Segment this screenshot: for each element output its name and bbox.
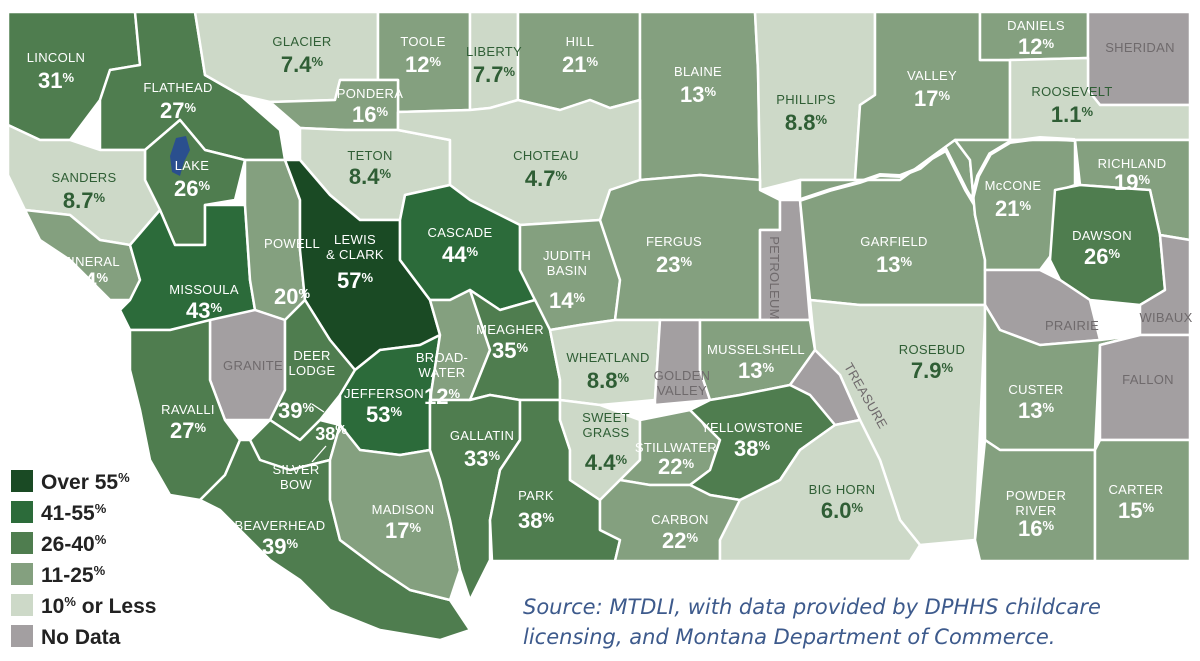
water-features (170, 135, 1076, 206)
county-label-lewisclark: LEWIS (334, 232, 376, 247)
county-label-missoula: MISSOULA (169, 282, 239, 297)
county-value-ravalli: 27% (170, 418, 206, 443)
county-label-deerlodge-1: LODGE (288, 363, 335, 378)
county-label-flathead: FLATHEAD (143, 80, 212, 95)
county-label-glacier: GLACIER (272, 34, 331, 49)
county-label-lake: LAKE (175, 158, 209, 173)
county-label-carter: CARTER (1108, 482, 1163, 497)
legend-swatch-nodata (11, 625, 33, 647)
county-label-gallatin: GALLATIN (450, 428, 514, 443)
county-label-park: PARK (518, 488, 554, 503)
county-label-deerlodge: DEER (293, 348, 330, 363)
county-label-wheatland: WHEATLAND (566, 350, 649, 365)
county-label-toole: TOOLE (400, 34, 445, 49)
county-label-lincoln: LINCOLN (27, 50, 85, 65)
legend: Over 55% 41-55% 26-40% 11-25% 10% or Less No … (11, 470, 156, 649)
county-label-powell: POWELL (264, 236, 320, 251)
county-label-silverbow: SILVER (272, 462, 319, 477)
county-label-sweetgrass: SWEET (582, 410, 630, 425)
county-label-powderriver-1: RIVER (1015, 503, 1056, 518)
county-label-carbon: CARBON (651, 512, 708, 527)
county-carter (1093, 438, 1192, 563)
county-label-goldenvalley: GOLDEN (654, 368, 711, 383)
legend-label-over55: Over 55% (41, 470, 130, 494)
county-label-wibaux: WIBAUX (1139, 310, 1192, 325)
county-label-valley: VALLEY (907, 68, 957, 83)
county-label-granite: GRANITE (223, 358, 283, 373)
county-label-yellowstone: YELLOWSTONE (701, 420, 803, 435)
county-label-sheridan: SHERIDAN (1105, 40, 1175, 55)
county-label-powderriver: POWDER (1006, 488, 1066, 503)
county-label-bighorn: BIG HORN (809, 482, 876, 497)
county-label-fergus: FERGUS (646, 234, 702, 249)
county-label-richland: RICHLAND (1098, 156, 1167, 171)
county-shapes (6, 10, 1192, 642)
legend-swatch-r41_55 (11, 501, 33, 523)
county-label-teton: TETON (347, 148, 392, 163)
source-line-2: licensing, and Montana Department of Com… (523, 625, 1055, 649)
legend-swatch-over55 (11, 470, 33, 492)
county-label-silverbow-1: BOW (280, 477, 312, 492)
county-label-broadwater: BROAD- (416, 350, 468, 365)
county-label-pondera: PONDERA (337, 86, 403, 101)
county-label-goldenvalley-1: VALLEY (657, 383, 707, 398)
legend-label-r41_55: 41-55% (41, 501, 107, 525)
county-label-meagher: MEAGHER (476, 322, 544, 337)
source-note: Source: MTDLI, with data provided by DPH… (523, 595, 1101, 649)
county-label-sanders: SANDERS (52, 170, 117, 185)
county-label-liberty: LIBERTY (466, 44, 522, 59)
county-value-liberty: 7.7% (473, 62, 516, 87)
county-label-musselshell: MUSSELSHELL (707, 342, 805, 357)
legend-swatch-r26_40 (11, 532, 33, 554)
county-deerlodge (268, 298, 357, 442)
county-label-madison: MADISON (372, 502, 435, 517)
county-label-sweetgrass-1: GRASS (582, 425, 629, 440)
county-label-blaine: BLAINE (674, 64, 722, 79)
legend-swatch-le10 (11, 594, 33, 616)
deerlodge-pointer (311, 403, 325, 413)
county-label-judithbasin: JUDITH (543, 248, 591, 263)
county-value-missoula: 43% (186, 298, 222, 323)
county-label-daniels: DANIELS (1007, 18, 1065, 33)
county-value-daniels: 12% (1018, 34, 1054, 59)
county-label-prairie: PRAIRIE (1045, 318, 1099, 333)
legend-label-le10: 10% or Less (41, 594, 156, 618)
legend-label-r11_25: 11-25% (41, 563, 106, 587)
county-label-custer: CUSTER (1008, 382, 1063, 397)
county-label-stillwater: STILLWATER (635, 440, 717, 455)
county-label-broadwater-1: WATER (419, 365, 466, 380)
legend-label-r26_40: 26-40% (41, 532, 107, 556)
county-label-mccone: McCONE (985, 178, 1042, 193)
county-label-fallon: FALLON (1122, 372, 1174, 387)
county-label-judithbasin-1: BASIN (547, 263, 588, 278)
county-label-phillips: PHILLIPS (776, 92, 836, 107)
missouri-river (799, 135, 1076, 206)
county-label-jefferson: JEFFERSON (344, 386, 424, 401)
county-label-choteau: CHOTEAU (513, 148, 579, 163)
county-label-ravalli: RAVALLI (161, 402, 215, 417)
flathead-lake (170, 136, 190, 176)
county-label-lewisclark-1: & CLARK (326, 247, 384, 262)
county-value-wheatland: 8.8% (587, 368, 630, 393)
legend-swatch-r11_25 (11, 563, 33, 585)
source-line-1: Source: MTDLI, with data provided by DPH… (523, 595, 1101, 619)
county-label-hill: HILL (566, 34, 595, 49)
county-label-roosevelt: ROOSEVELT (1031, 84, 1112, 99)
county-bighorn (718, 418, 922, 563)
county-label-dawson: DAWSON (1072, 228, 1132, 243)
county-label-petroleum: PETROLEUM (767, 236, 782, 320)
county-label-mineral: MINERAL (60, 254, 120, 269)
county-value-richland: 19% (1114, 170, 1150, 195)
silverbow-pointer (311, 445, 327, 463)
county-label-garfield: GARFIELD (860, 234, 927, 249)
county-value-carbon: 22% (662, 528, 698, 553)
county-fallon (1098, 333, 1192, 442)
county-value-dawson: 26% (1084, 244, 1120, 269)
county-label-beaverhead: BEAVERHEAD (235, 518, 326, 533)
county-label-cascade: CASCADE (428, 225, 493, 240)
legend-label-nodata: No Data (41, 626, 121, 649)
county-label-rosebud: ROSEBUD (899, 342, 965, 357)
county-liberty (468, 10, 520, 112)
